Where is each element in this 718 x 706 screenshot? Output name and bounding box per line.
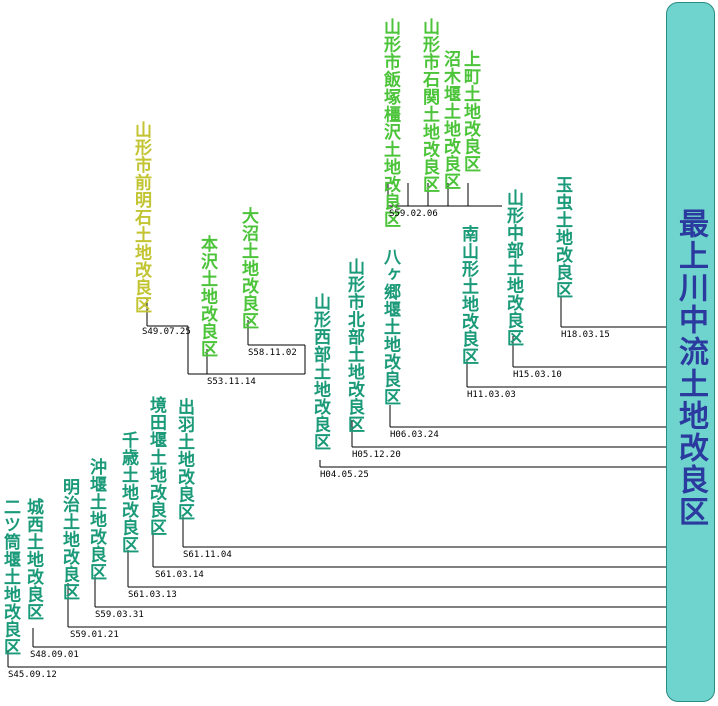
district-label-numakizeki: 沼木堰土地改良区 [440, 50, 460, 190]
merge-date-label: S53.11.14 [207, 377, 256, 387]
merge-date-label: H18.03.15 [561, 330, 610, 340]
merge-date-label: S49.07.25 [142, 327, 191, 337]
district-label-yamagata-seibu: 山形西部土地改良区 [310, 293, 330, 451]
district-label-kamimachi: 上町土地改良区 [460, 50, 480, 173]
district-label-dewa: 出羽土地改良区 [174, 398, 194, 521]
district-label-futatsutsuzeki: 二ツ筒堰土地改良区 [0, 498, 20, 656]
district-label-ishizeki: 山形市石関土地改良区 [419, 18, 439, 193]
merge-date-label: S59.01.21 [70, 630, 119, 640]
merge-date-label: H06.03.24 [390, 430, 439, 440]
district-label-jousai: 城西土地改良区 [23, 498, 43, 621]
district-label-oonuma: 大沼土地改良区 [238, 207, 258, 330]
district-label-sakaidazeki: 境田堰土地改良区 [146, 396, 166, 536]
merge-date-label: H04.05.25 [320, 470, 369, 480]
district-label-chitose: 千歳土地改良区 [118, 431, 138, 554]
district-label-yamagata-chubu: 山形中部土地改良区 [503, 189, 523, 347]
merge-date-label: S58.11.02 [248, 348, 297, 358]
merge-date-label: H15.03.10 [513, 370, 562, 380]
district-label-hakkagouzeki: 八ヶ郷堰土地改良区 [380, 248, 400, 406]
root-district-box [666, 2, 715, 702]
district-label-minami-yamagata: 南山形土地改良区 [458, 225, 478, 365]
district-label-maeakashi: 山形市前明石土地改良区 [131, 121, 151, 314]
root-district-title: 最上川中流土地改良区 [673, 208, 708, 528]
merge-date-label: S61.03.13 [128, 590, 177, 600]
district-label-meiji: 明治土地改良区 [59, 478, 79, 601]
merge-date-label: S59.02.06 [389, 209, 438, 219]
merge-date-label: H05.12.20 [352, 450, 401, 460]
merge-date-label: S61.03.14 [155, 570, 204, 580]
merge-date-label: S48.09.01 [30, 650, 79, 660]
merge-date-label: H11.03.03 [467, 390, 516, 400]
merge-date-label: S45.09.12 [8, 670, 57, 680]
district-label-motozawa: 本沢土地改良区 [197, 235, 217, 358]
district-label-iizuka-kashizawa: 山形市飯塚橿沢土地改良区 [380, 18, 400, 228]
district-label-tamamushi: 玉虫土地改良区 [552, 176, 572, 299]
district-label-okizeki: 沖堰土地改良区 [86, 458, 106, 581]
merge-date-label: S59.03.31 [95, 610, 144, 620]
district-label-yamagata-hokubu: 山形市北部土地改良区 [344, 258, 364, 433]
merge-date-label: S61.11.04 [183, 550, 232, 560]
